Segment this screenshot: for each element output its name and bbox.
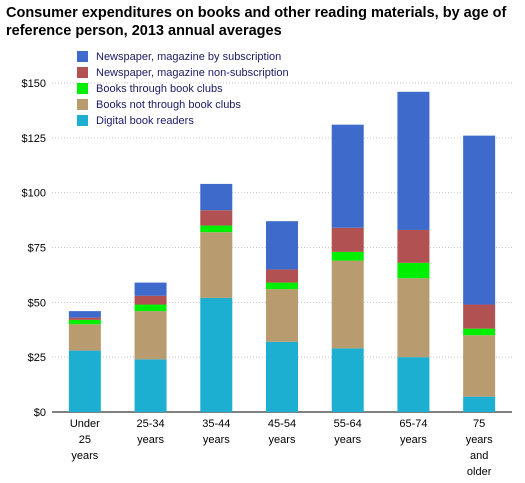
x-tick-label: 75 years and older (466, 418, 493, 478)
legend-label: Digital book readers (96, 115, 194, 127)
bar-segment (266, 221, 298, 270)
y-tick-label: $25 (28, 352, 46, 364)
y-tick-label: $0 (34, 407, 46, 419)
bar-segment (463, 335, 496, 397)
x-axis: Under 25 years 25-34 years 35-44 years 45-54 yea… (70, 418, 493, 478)
legend-swatch (77, 51, 88, 62)
bar-segment (134, 282, 167, 296)
bar-segment (200, 297, 233, 412)
bar-segment (68, 317, 101, 320)
x-tick-label: 25-34 years (137, 418, 165, 446)
bar-segment (266, 282, 298, 290)
x-tick-label: 45-54 years (268, 418, 296, 446)
bar-segment (68, 324, 101, 351)
bar-segment (397, 229, 430, 263)
bar-segment (266, 269, 298, 283)
bar-segment (134, 359, 167, 412)
legend-swatch (77, 115, 88, 126)
y-tick-label: $50 (28, 297, 46, 309)
y-tick-label: $75 (28, 243, 46, 255)
y-tick-label: $150 (22, 78, 46, 90)
bar-segment (200, 210, 233, 226)
legend-label: Books not through book clubs (96, 99, 241, 111)
bar-segment (68, 311, 101, 318)
x-tick-label: 65-74 years (399, 418, 427, 446)
bar-segment (134, 304, 167, 312)
bar-segment (331, 227, 364, 252)
bar-segment (463, 135, 496, 305)
x-tick-label: Under 25 years (70, 418, 100, 462)
bar-segment (463, 328, 496, 336)
legend-swatch (77, 83, 88, 94)
bar-segment (397, 357, 430, 412)
bar-segment (463, 304, 496, 329)
legend-swatch (77, 67, 88, 78)
bar-segment (68, 319, 101, 325)
bar-segment (397, 262, 430, 279)
bar-segment (397, 278, 430, 358)
bar-segment (200, 183, 233, 211)
chart-title-line-2: reference person, 2013 annual averages (6, 23, 282, 39)
bar-segment (200, 232, 233, 298)
bar-segment (331, 348, 364, 412)
chart-title-line-1: Consumer expenditures on books and other… (6, 5, 507, 21)
bar-segment (134, 295, 167, 305)
bar-segment (397, 91, 430, 230)
legend-label: Newspaper, magazine by subscription (96, 51, 281, 63)
bar-segment (200, 225, 233, 233)
legend-label: Books through book clubs (96, 83, 223, 95)
legend-label: Newspaper, magazine non-subscription (96, 67, 289, 79)
bar-segment (134, 311, 167, 360)
x-tick-label: 35-44 years (202, 418, 230, 446)
x-tick-label: 55-64 years (334, 418, 362, 446)
bar-segment (331, 260, 364, 349)
bar-segment (68, 350, 101, 412)
bar-segment (331, 124, 364, 228)
legend-swatch (77, 99, 88, 110)
chart-title: Consumer expenditures on books and other… (6, 4, 518, 40)
bars (68, 91, 496, 412)
legend: Newspaper, magazine by subscription Newsp… (77, 51, 289, 127)
y-tick-label: $100 (22, 188, 46, 200)
bar-segment (266, 341, 298, 412)
bar-segment (266, 289, 298, 342)
bar-segment (331, 251, 364, 261)
y-tick-label: $125 (22, 133, 46, 145)
bar-segment (463, 396, 496, 412)
